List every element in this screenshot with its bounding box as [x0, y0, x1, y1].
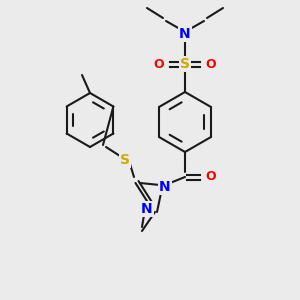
Text: N: N [179, 27, 191, 41]
Text: S: S [180, 57, 190, 71]
Text: S: S [120, 153, 130, 167]
Text: O: O [206, 58, 216, 70]
Text: O: O [206, 170, 216, 184]
Text: N: N [159, 180, 171, 194]
Text: O: O [154, 58, 164, 70]
Text: N: N [141, 202, 153, 216]
